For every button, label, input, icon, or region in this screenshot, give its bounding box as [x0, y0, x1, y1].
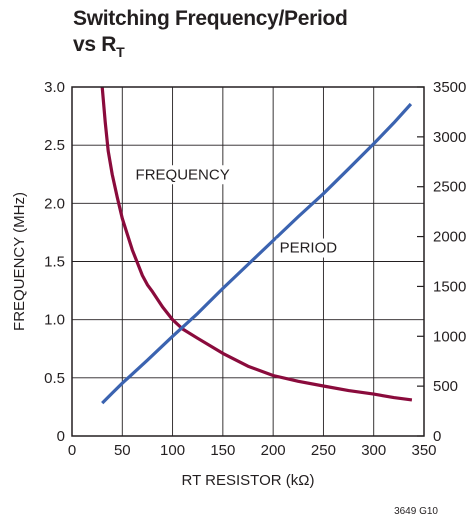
x-tick-label: 250 — [311, 442, 336, 459]
annotation-background — [276, 238, 341, 258]
chart-title-line2-main: vs R — [73, 33, 117, 56]
figure-code: 3649 G10 — [394, 506, 438, 517]
x-tick-label: 200 — [261, 442, 286, 459]
chart-title: Switching Frequency/Period vs RT — [73, 6, 348, 60]
x-axis-label: RT RESISTOR (kΩ) — [182, 472, 315, 489]
ticks — [417, 86, 424, 437]
y-right-tick-label: 500 — [433, 378, 458, 395]
y-right-tick-label: 3000 — [433, 129, 466, 146]
chart-title-line1: Switching Frequency/Period — [73, 7, 348, 30]
series-layer — [100, 86, 413, 405]
y-left-tick-label: 1.5 — [44, 254, 65, 271]
annotation-background — [132, 165, 233, 185]
y-left-tick-label: 3.0 — [44, 79, 65, 96]
chart-title-line2: vs RT — [73, 32, 348, 60]
y-left-tick-label: 0 — [57, 428, 65, 445]
chart-title-line2-sub: T — [116, 44, 125, 60]
plot-frame — [71, 86, 425, 437]
x-tick-label: 350 — [411, 442, 436, 459]
y-right-tick-label: 0 — [433, 428, 441, 445]
x-tick-label: 0 — [68, 442, 76, 459]
x-tick-label: 300 — [361, 442, 386, 459]
series-period-line — [101, 102, 413, 405]
y-right-tick-label: 3500 — [433, 79, 466, 96]
x-tick-label: 50 — [114, 442, 131, 459]
y-left-tick-label: 2.5 — [44, 137, 65, 154]
y-right-tick-label: 2000 — [433, 229, 466, 246]
y-left-tick-label: 1.0 — [44, 312, 65, 329]
labels: 0 50 100 150 200 250 300 35000.51.01.52.02.53.0… — [44, 79, 466, 459]
x-tick-label: 100 — [160, 442, 185, 459]
y-right-tick-label: 1000 — [433, 328, 466, 345]
y-right-tick-label: 2500 — [433, 179, 466, 196]
x-tick-label: 150 — [210, 442, 235, 459]
y-left-tick-label: 2.0 — [44, 195, 65, 212]
annotation-frequency: FREQUENCY — [136, 166, 230, 183]
y-axis-left-label: FREQUENCY (MHz) — [11, 192, 28, 331]
series-frequency-line — [100, 86, 413, 402]
y-left-tick-label: 0.5 — [44, 370, 65, 387]
grid — [72, 87, 424, 436]
y-right-tick-label: 1500 — [433, 278, 466, 295]
annotation-period: PERIOD — [280, 240, 338, 257]
